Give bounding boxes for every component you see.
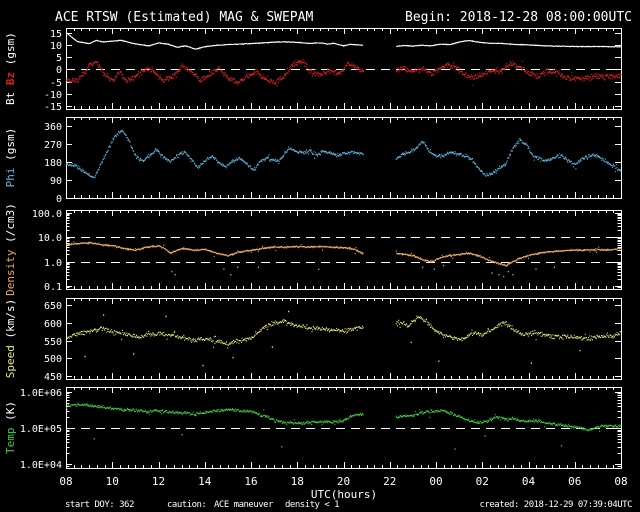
y-tick-label: 0.1 (44, 282, 62, 293)
y-tick-label: 650 (44, 301, 62, 312)
y-tick-label: 450 (44, 372, 62, 383)
y-axis-label: Density (/cm3) (4, 203, 17, 296)
panel-speed: 650 600 550 500 450 Speed (km/s) (4, 298, 622, 383)
y-tick-label: 0 (56, 65, 62, 76)
series-bz (66, 58, 622, 87)
y-tick-label: 360 (44, 122, 62, 133)
y-tick-label: 180 (44, 158, 62, 169)
y-tick-label: 1.0 (44, 258, 62, 269)
x-tick-label: 02 (476, 475, 489, 488)
y-tick-label: 100.0 (32, 209, 62, 220)
panel-ticks (66, 117, 622, 199)
y-tick-label: 600 (44, 319, 62, 330)
x-tick-label: 00 (429, 475, 442, 488)
series-temp-outliers (93, 434, 563, 450)
x-tick-labels: 08 10 12 14 16 18 20 22 00 02 04 06 08 (59, 475, 627, 488)
x-tick-label: 08 (614, 475, 627, 488)
panel-phi: 360 270 180 90 0 Phi (gsm) (4, 117, 622, 205)
y-tick-label: 1.0E+05 (20, 424, 62, 435)
ace-maneuver-caution-label: ACE maneuver (214, 500, 274, 510)
x-tick-label: 20 (337, 475, 350, 488)
x-axis-title: UTC(hours) (311, 488, 377, 501)
y-tick-label: 5 (56, 53, 62, 64)
x-tick-label: 22 (383, 475, 396, 488)
y-tick-label: 500 (44, 354, 62, 365)
y-axis-label: Phi (gsm) (4, 128, 17, 188)
series-speed (66, 315, 622, 349)
x-tick-label: 04 (522, 475, 536, 488)
series-phi (66, 129, 622, 179)
y-axis-label: Bt Bz (gsm) (4, 32, 17, 105)
caution-label: caution: (167, 500, 206, 510)
density-caution-label: density < 1 (285, 500, 339, 510)
x-tick-label: 08 (59, 475, 72, 488)
y-axis-label: Temp (K) (4, 401, 17, 454)
series-speed-outliers (84, 310, 581, 367)
panel-ticks (66, 210, 622, 290)
panel-density: 100.0 10.0 1.0 0.1 Density (/cm3) (4, 203, 622, 296)
x-tick-label: 18 (291, 475, 304, 488)
y-tick-label: 0 (56, 194, 62, 205)
y-tick-label: 90 (50, 176, 62, 187)
y-tick-label: 550 (44, 337, 62, 348)
panel-ticks (66, 298, 622, 379)
start-doy-label: start DOY: 362 (65, 500, 134, 510)
series-density (66, 239, 622, 267)
x-tick-label: 16 (244, 475, 257, 488)
y-tick-label: -15 (44, 102, 62, 113)
panel-ticks (66, 28, 622, 109)
series-bt (65, 31, 621, 50)
y-tick-label: -10 (44, 90, 62, 101)
series-density-outliers (171, 264, 556, 278)
y-tick-label: 270 (44, 140, 62, 151)
x-tick-label: 14 (198, 475, 212, 488)
x-tick-label: 06 (568, 475, 581, 488)
begin-timestamp: Begin: 2018-12-28 08:00:00UTC (405, 10, 632, 25)
y-tick-label: 10 (50, 41, 62, 52)
y-tick-label: -5 (50, 78, 62, 89)
chart-title: ACE RTSW (Estimated) MAG & SWEPAM (55, 10, 313, 25)
x-tick-label: 10 (106, 475, 119, 488)
y-axis-label: Speed (km/s) (4, 299, 17, 378)
y-tick-label: 15 (50, 29, 62, 40)
x-tick-label: 12 (152, 475, 165, 488)
series-temp (66, 403, 622, 432)
y-tick-label: 10.0 (38, 233, 62, 244)
y-tick-label: 1.0E+04 (20, 460, 62, 471)
created-timestamp: created: 2018-12-29 07:39:04UTC (480, 500, 633, 510)
y-tick-label: 1.0E+06 (20, 388, 62, 399)
panel-ticks (66, 387, 622, 469)
